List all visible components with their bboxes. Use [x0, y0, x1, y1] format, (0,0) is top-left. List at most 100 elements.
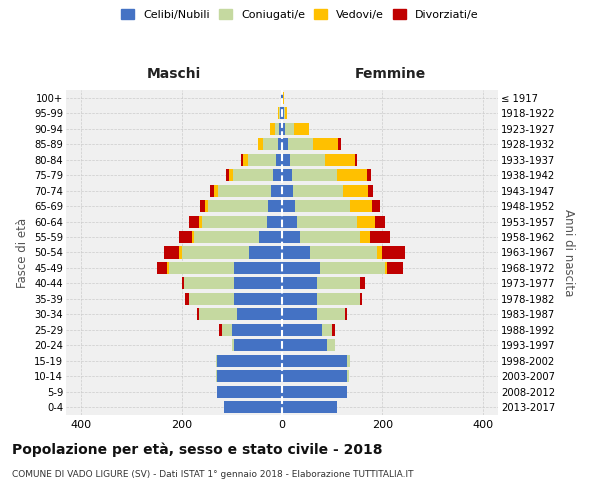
Bar — [182, 278, 184, 289]
Bar — [282, 122, 284, 134]
Bar — [358, 216, 375, 228]
Bar — [189, 293, 234, 305]
Bar — [282, 231, 299, 243]
Bar — [210, 184, 214, 196]
Bar — [214, 184, 218, 196]
Bar — [282, 154, 290, 166]
Text: Femmine: Femmine — [355, 66, 425, 80]
Bar — [263, 138, 278, 150]
Bar — [157, 262, 167, 274]
Bar — [360, 293, 362, 305]
Bar — [278, 138, 282, 150]
Bar — [370, 231, 390, 243]
Bar — [310, 246, 377, 258]
Bar — [208, 200, 268, 212]
Bar — [234, 293, 282, 305]
Text: Maschi: Maschi — [147, 66, 201, 80]
Bar — [288, 138, 313, 150]
Bar — [281, 92, 282, 104]
Bar — [282, 278, 317, 289]
Bar — [267, 216, 282, 228]
Bar — [229, 169, 233, 181]
Bar — [282, 324, 322, 336]
Bar — [185, 293, 189, 305]
Bar — [199, 308, 237, 320]
Bar — [375, 216, 385, 228]
Bar — [205, 200, 208, 212]
Bar — [273, 169, 282, 181]
Bar — [184, 278, 234, 289]
Bar — [282, 370, 347, 382]
Bar — [299, 231, 360, 243]
Bar — [325, 154, 355, 166]
Bar — [282, 138, 288, 150]
Bar — [317, 293, 360, 305]
Bar — [282, 169, 292, 181]
Bar — [202, 216, 267, 228]
Bar — [233, 169, 273, 181]
Bar — [290, 154, 325, 166]
Bar — [268, 200, 282, 212]
Legend: Celibi/Nubili, Coniugati/e, Vedovi/e, Divorziati/e: Celibi/Nubili, Coniugati/e, Vedovi/e, Di… — [118, 6, 482, 23]
Bar — [241, 154, 244, 166]
Bar — [234, 262, 282, 274]
Bar — [218, 184, 271, 196]
Bar — [282, 246, 310, 258]
Bar — [258, 138, 263, 150]
Bar — [377, 246, 382, 258]
Bar — [280, 122, 282, 134]
Bar — [200, 200, 205, 212]
Bar — [215, 370, 217, 382]
Bar — [191, 231, 194, 243]
Bar — [322, 324, 332, 336]
Bar — [282, 262, 320, 274]
Bar — [347, 370, 349, 382]
Bar — [222, 324, 232, 336]
Bar — [164, 246, 179, 258]
Bar — [373, 200, 380, 212]
Bar — [182, 246, 250, 258]
Bar — [317, 308, 345, 320]
Y-axis label: Fasce di età: Fasce di età — [16, 218, 29, 288]
Bar — [199, 216, 202, 228]
Bar — [282, 308, 317, 320]
Bar — [280, 107, 282, 119]
Bar — [284, 122, 293, 134]
Y-axis label: Anni di nascita: Anni di nascita — [562, 209, 575, 296]
Bar — [282, 200, 295, 212]
Bar — [282, 216, 297, 228]
Bar — [282, 184, 293, 196]
Bar — [292, 169, 337, 181]
Bar — [360, 231, 370, 243]
Bar — [278, 107, 280, 119]
Bar — [217, 355, 282, 367]
Bar — [293, 184, 343, 196]
Bar — [169, 262, 234, 274]
Bar — [355, 154, 358, 166]
Text: Popolazione per età, sesso e stato civile - 2018: Popolazione per età, sesso e stato civil… — [12, 442, 383, 457]
Bar — [345, 308, 347, 320]
Bar — [234, 340, 282, 351]
Bar — [226, 169, 229, 181]
Bar — [327, 340, 335, 351]
Bar — [271, 122, 275, 134]
Bar — [234, 278, 282, 289]
Bar — [232, 324, 282, 336]
Bar — [244, 154, 248, 166]
Bar — [219, 324, 222, 336]
Bar — [189, 216, 199, 228]
Bar — [282, 293, 317, 305]
Bar — [179, 231, 191, 243]
Bar — [217, 386, 282, 398]
Bar — [194, 231, 259, 243]
Bar — [367, 169, 371, 181]
Bar — [320, 262, 385, 274]
Bar — [382, 246, 405, 258]
Bar — [350, 200, 373, 212]
Bar — [297, 216, 358, 228]
Bar — [250, 246, 282, 258]
Bar — [275, 122, 280, 134]
Bar — [282, 386, 347, 398]
Bar — [385, 262, 388, 274]
Bar — [295, 200, 350, 212]
